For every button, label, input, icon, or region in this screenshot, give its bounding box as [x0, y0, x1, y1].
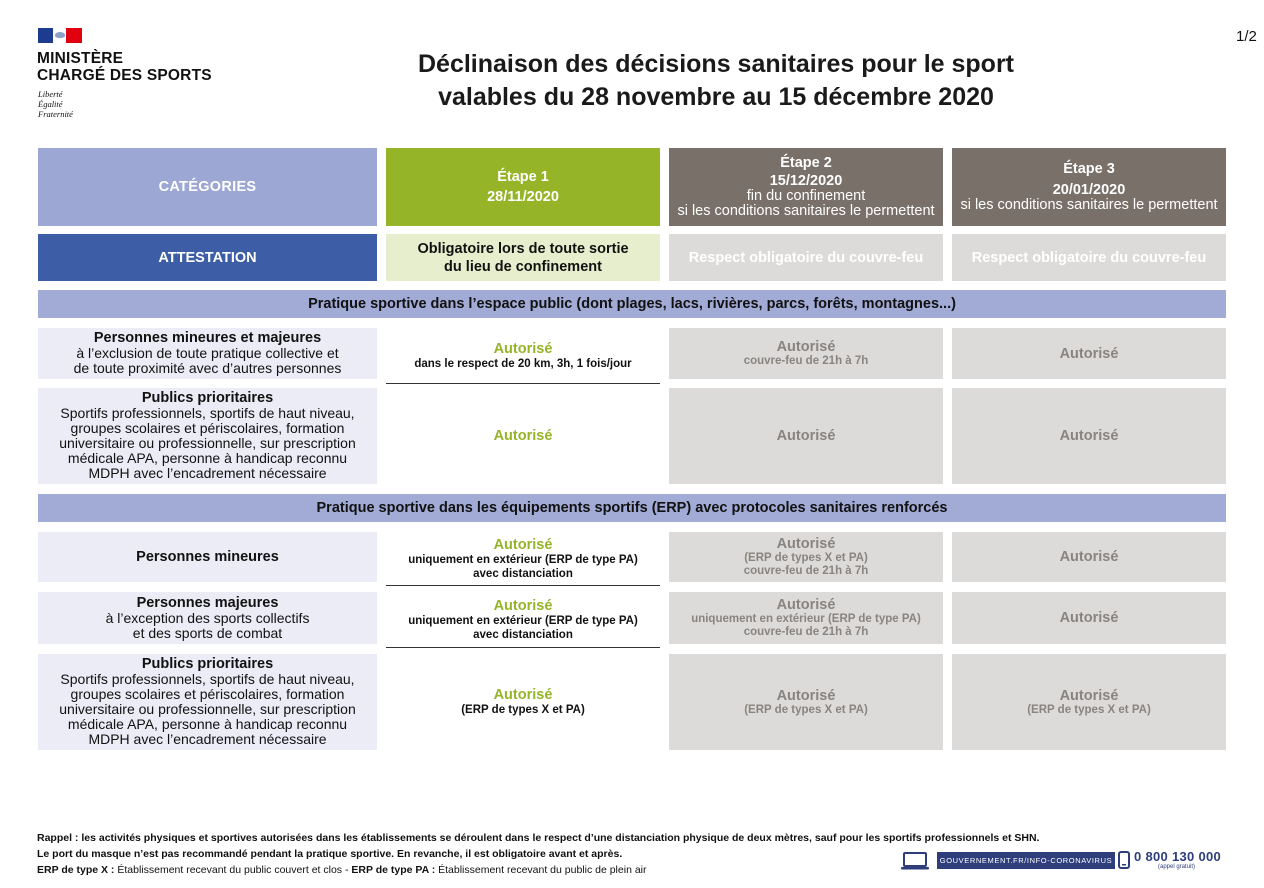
attestation-label: ATTESTATION [38, 234, 377, 281]
s2r1-etape1: Autorisé uniquement en extérieur (ERP de… [386, 532, 660, 586]
header-etape2: Étape 2 15/12/2020 fin du confinement si… [669, 148, 943, 226]
ministry-name: MINISTÈRE CHARGÉ DES SPORTS [37, 50, 212, 84]
section-espace-public: Pratique sportive dans l’espace public (… [38, 290, 1226, 318]
page-number: 1/2 [1236, 28, 1257, 45]
s2r2-etape3: Autorisé [952, 592, 1226, 644]
s2r3-etape2: Autorisé (ERP de types X et PA) [669, 654, 943, 750]
s2r1-etape2: Autorisé (ERP de types X et PA) couvre-f… [669, 532, 943, 582]
s1r1-etape3: Autorisé [952, 328, 1226, 379]
s2r2-etape1: Autorisé uniquement en extérieur (ERP de… [386, 592, 660, 648]
header-etape3: Étape 3 20/01/2020 si les conditions san… [952, 148, 1226, 226]
attestation-etape3: Respect obligatoire du couvre-feu [952, 234, 1226, 281]
attestation-etape1: Obligatoire lors de toute sortie du lieu… [386, 234, 660, 281]
attestation-etape2: Respect obligatoire du couvre-feu [669, 234, 943, 281]
page-title: Déclinaison des décisions sanitaires pou… [417, 50, 1015, 111]
s2r2-etape2: Autorisé uniquement en extérieur (ERP de… [669, 592, 943, 644]
category-mineures: Personnes mineures [38, 532, 377, 582]
footer-notes: Rappel : les activités physiques et spor… [37, 832, 1040, 876]
motto: Liberté Égalité Fraternité [38, 89, 73, 119]
s2r1-etape3: Autorisé [952, 532, 1226, 582]
laptop-icon [901, 852, 929, 870]
phone-number[interactable]: 0 800 130 000 [1134, 849, 1222, 864]
s1r2-etape2: Autorisé [669, 388, 943, 484]
s1r2-etape1: Autorisé [386, 388, 660, 484]
category-majeures: Personnes majeures à l’exception des spo… [38, 592, 377, 644]
s2r3-etape1: Autorisé (ERP de types X et PA) [386, 654, 660, 750]
category-mineures-majeures: Personnes mineures et majeures à l’exclu… [38, 328, 377, 379]
republique-flag-logo [38, 28, 82, 43]
phone-note: (appel gratuit) [1158, 864, 1196, 870]
s1r1-etape1: Autorisé dans le respect de 20 km, 3h, 1… [386, 328, 660, 384]
s2r3-etape3: Autorisé (ERP de types X et PA) [952, 654, 1226, 750]
section-equipements-sportifs: Pratique sportive dans les équipements s… [38, 494, 1226, 522]
header-etape1: Étape 1 28/11/2020 [386, 148, 660, 226]
s1r2-etape3: Autorisé [952, 388, 1226, 484]
category-publics-prioritaires-erp: Publics prioritaires Sportifs profession… [38, 654, 377, 750]
phone-icon [1118, 851, 1130, 869]
category-publics-prioritaires: Publics prioritaires Sportifs profession… [38, 388, 377, 484]
gov-website-link[interactable]: GOUVERNEMENT.FR/INFO-CORONAVIRUS [937, 852, 1115, 869]
s1r1-etape2: Autorisé couvre-feu de 21h à 7h [669, 328, 943, 379]
header-categories: CATÉGORIES [38, 148, 377, 226]
